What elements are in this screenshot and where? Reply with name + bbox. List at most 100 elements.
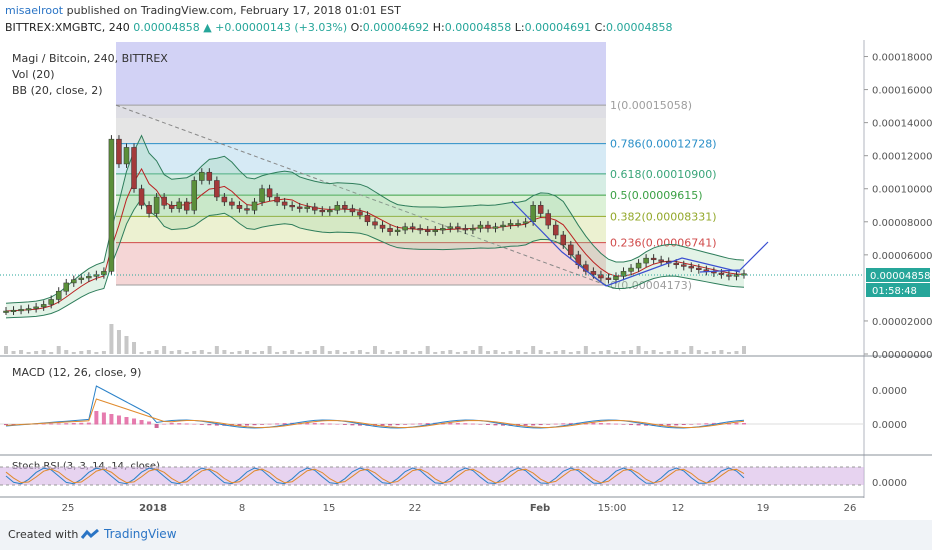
time-tick-label: 8 (239, 503, 245, 514)
volume-bar (463, 351, 468, 354)
candle-body (116, 138, 122, 165)
volume-bar (26, 352, 31, 354)
symbol-name: BITTREX:XMGBTC, 240 (5, 21, 130, 34)
footer: Created with TradingView (0, 520, 932, 550)
price-tick-label: 0.00016000 (872, 86, 932, 97)
volume-bar (734, 351, 739, 354)
candle-body (477, 224, 484, 229)
macd-histogram-bar (199, 424, 204, 425)
time-tick-label: 15 (323, 503, 336, 514)
volume-bar (455, 352, 460, 354)
volume-bar (64, 350, 69, 354)
candle-body (221, 196, 228, 203)
candle-body (138, 188, 145, 206)
volume-bar (440, 351, 445, 354)
price-tick-label: 0.00010000 (872, 185, 932, 196)
candles (3, 135, 747, 316)
fib-zone (116, 143, 606, 174)
volume-bar (704, 352, 709, 354)
volume-bar (56, 346, 61, 354)
fib-zone (116, 195, 606, 217)
candle-body (40, 304, 47, 308)
candle-body (55, 290, 62, 300)
candle-body (681, 264, 687, 267)
macd-histogram-bar (64, 423, 69, 425)
candle-body (470, 228, 476, 231)
macd-histogram-bar (41, 423, 46, 425)
candle-body (101, 271, 107, 275)
macd-histogram-bar (674, 424, 679, 426)
macd-histogram-bar (267, 423, 272, 425)
candle-body (522, 221, 529, 224)
candle-body (643, 257, 649, 264)
volume-bar (116, 330, 121, 354)
volume-bar (659, 352, 664, 354)
countdown-text: 01:58:48 (872, 286, 917, 297)
volume-bar (169, 351, 174, 354)
ohlc-low-value: 0.00004691 (524, 21, 592, 34)
published-text: published on TradingView.com, February 1… (66, 4, 401, 17)
fib-zone (116, 105, 606, 144)
ohlc-open-label: O: (350, 21, 363, 34)
candle-body (432, 229, 438, 232)
candle-body (492, 226, 499, 229)
macd-histogram-bar (501, 424, 506, 426)
candle-body (485, 224, 491, 229)
volume-bar (742, 346, 746, 354)
volume-bar (139, 352, 144, 354)
fib-retracement[interactable]: 1(0.00015058) 0.786(0.00012728) 0.618(0.00… (115, 99, 717, 292)
macd-histogram-bar (380, 424, 385, 426)
volume-bar (19, 350, 24, 354)
candle-body (620, 271, 627, 277)
candle-body (3, 310, 9, 313)
volume-bar (237, 351, 242, 354)
candle-body (48, 299, 54, 305)
candle-body (590, 271, 597, 275)
price-tick-label: 0.00018000 (872, 53, 932, 64)
volume-bar (297, 352, 302, 354)
time-tick-label: Feb (530, 503, 550, 514)
countdown-tag (866, 283, 930, 297)
candle-body (10, 309, 17, 312)
candle-body (86, 276, 92, 279)
candle-body (71, 279, 77, 284)
candle-body (251, 201, 258, 211)
volume-bar (388, 352, 393, 354)
volume-bar (94, 352, 99, 354)
candle-body (312, 206, 318, 211)
price-axis[interactable]: 0.00018000 0.00016000 0.00014000 0.00012000… (864, 53, 932, 361)
volume-bar (184, 352, 189, 354)
candle-body (530, 205, 536, 223)
volume-bar (553, 351, 558, 354)
volume-bar (373, 346, 377, 354)
macd-histogram-bar (342, 424, 347, 425)
candle-body (650, 257, 657, 261)
candle-body (206, 171, 213, 181)
macd-histogram-bar (327, 423, 332, 425)
macd-histogram-bar (395, 424, 400, 426)
price-change: +0.00000143 (+3.03%) (215, 21, 348, 34)
candle-body (319, 209, 326, 213)
time-tick-label: 12 (672, 503, 685, 514)
macd-histogram-bar (531, 424, 536, 426)
volume-bar (380, 350, 385, 354)
price-tick-label: 0.00006000 (872, 251, 932, 262)
last-price-tag (866, 268, 930, 282)
tradingview-brand[interactable]: TradingView (104, 527, 177, 541)
ohlc-low-label: L: (514, 21, 525, 34)
candle-body (447, 226, 454, 229)
candle-body (176, 201, 182, 209)
volume-bar (177, 350, 182, 354)
author-name[interactable]: misaelroot (5, 4, 64, 17)
candle-body (259, 188, 265, 203)
volume-bar (86, 350, 91, 354)
candle-body (327, 209, 333, 213)
time-axis[interactable]: 25 2018 8 15 22 Feb 15:00 12 19 26 (62, 503, 857, 514)
volume-bar (666, 351, 671, 354)
macd-histogram-bar (644, 424, 649, 426)
last-price-tag-text: 0.00004858 (870, 271, 930, 282)
price-chart[interactable]: 1(0.00015058) 0.786(0.00012728) 0.618(0.00… (0, 0, 932, 520)
volume-bar (493, 350, 498, 354)
stoch-tick: 0.0000 (872, 478, 907, 489)
volume-bar (327, 351, 332, 354)
